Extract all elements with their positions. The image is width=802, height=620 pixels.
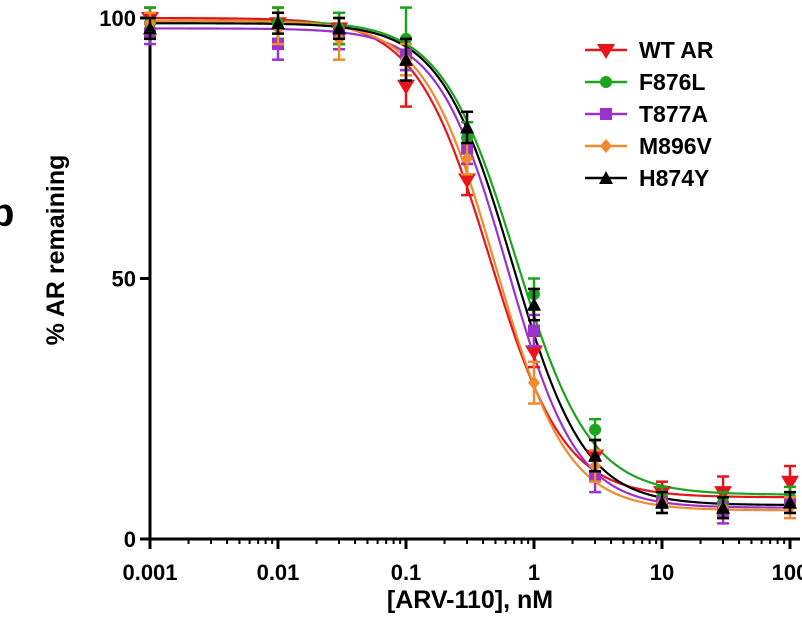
data-point (781, 475, 799, 491)
x-tick-label: 0.1 (391, 560, 422, 585)
y-tick-label: 0 (124, 527, 136, 552)
data-point (783, 495, 797, 509)
data-point (528, 375, 540, 390)
data-point (458, 173, 477, 189)
legend-marker (599, 171, 613, 184)
y-axis-title: % AR remaining (42, 155, 70, 346)
data-points (141, 6, 799, 525)
y-tick-label: 100 (99, 6, 136, 31)
legend-label: T877A (639, 101, 708, 127)
x-tick-label: 0.001 (122, 560, 177, 585)
legend-item: T877A (585, 101, 708, 127)
data-point (399, 52, 413, 66)
plot-axes: 0 50 100 0.001 0.01 0.1 1 10 100 (99, 6, 802, 585)
y-tick-label: 50 (112, 267, 136, 292)
fit-curve-h874y (150, 22, 791, 507)
data-point (460, 120, 475, 134)
legend-label: H874Y (639, 165, 709, 191)
data-point (461, 151, 474, 166)
data-point (397, 79, 415, 95)
legend-item: WT AR (585, 37, 714, 63)
legend-marker (600, 76, 612, 88)
data-point (143, 21, 157, 35)
x-tick-label: 100 (772, 560, 802, 585)
legend-item: M896V (585, 133, 713, 159)
legend-marker (600, 108, 612, 120)
legend-label: F876L (639, 69, 705, 95)
data-point (528, 324, 540, 337)
data-point (525, 345, 543, 361)
data-point (589, 423, 602, 436)
legend-label: M896V (639, 133, 713, 159)
x-tick-label: 10 (650, 560, 674, 585)
legend-marker (597, 44, 615, 59)
x-axis-title: [ARV-110], nM (387, 586, 553, 614)
data-point (588, 448, 603, 462)
legend-item: F876L (585, 69, 705, 95)
data-point (655, 495, 669, 509)
panel-label: b (0, 191, 14, 235)
series-h874y (143, 11, 797, 520)
x-tick-label: 0.01 (257, 560, 300, 585)
x-tick-label: 1 (528, 560, 540, 585)
legend: WT AR F876L T877A M896V H874Y (585, 37, 714, 191)
data-point (716, 500, 731, 514)
legend-label: WT AR (639, 37, 714, 63)
data-point (271, 16, 285, 30)
legend-item: H874Y (585, 165, 709, 191)
legend-marker (600, 139, 612, 153)
data-point (332, 21, 347, 35)
data-point (527, 297, 541, 311)
